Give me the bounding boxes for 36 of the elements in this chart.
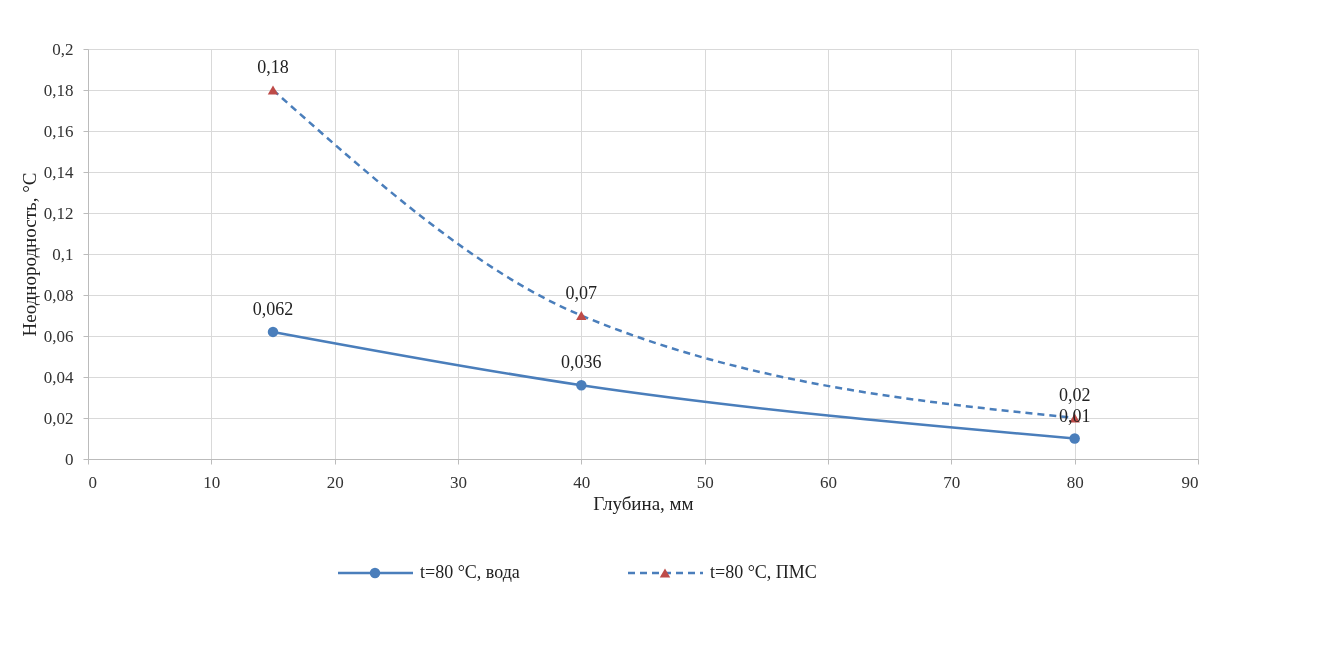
x-tick-label: 80 bbox=[1066, 472, 1084, 492]
x-tick-label: 40 bbox=[573, 472, 591, 492]
data-label: 0,01 bbox=[1058, 405, 1091, 426]
point bbox=[267, 326, 279, 338]
x-tick-label: 50 bbox=[696, 472, 714, 492]
x-tick-label: 20 bbox=[326, 472, 344, 492]
legend-label: t=80 °C, ПМС bbox=[710, 562, 817, 582]
x-tick-label: 70 bbox=[943, 472, 961, 492]
y-tick-label: 0,18 bbox=[43, 80, 74, 100]
data-label: 0,036 bbox=[561, 352, 602, 373]
point bbox=[576, 379, 587, 391]
y-tick-label: 0 bbox=[65, 449, 74, 469]
y-axis-title: Неоднородность, °C bbox=[18, 172, 40, 337]
y-tick-label: 0,1 bbox=[52, 244, 74, 264]
data-label: 0,02 bbox=[1058, 385, 1091, 405]
point bbox=[267, 85, 279, 95]
y-tick-label: 0,08 bbox=[43, 285, 74, 305]
x-tick-label: 90 bbox=[1181, 472, 1199, 492]
y-tick-label: 0,14 bbox=[43, 162, 74, 182]
y-tick-label: 0,04 bbox=[43, 367, 74, 387]
y-tick-label: 0,12 bbox=[43, 203, 74, 223]
data-label: 0,07 bbox=[565, 282, 598, 303]
x-axis-title: Глубина, мм bbox=[593, 492, 694, 514]
y-tick-label: 0,16 bbox=[43, 121, 74, 141]
point bbox=[1069, 433, 1080, 444]
y-tick-label: 0,2 bbox=[52, 39, 74, 59]
point bbox=[576, 310, 587, 321]
x-tick-label: 30 bbox=[450, 472, 467, 492]
x-tick-label: 60 bbox=[820, 472, 837, 492]
data-label: 0,062 bbox=[252, 298, 294, 319]
data-label: 0,18 bbox=[257, 57, 289, 77]
x-tick-label: 10 bbox=[203, 472, 221, 492]
x-tick-label: 0 bbox=[88, 472, 97, 492]
y-tick-label: 0,06 bbox=[43, 326, 74, 346]
y-tick-label: 0,02 bbox=[43, 408, 74, 428]
legend-label: t=80 °C, вода bbox=[420, 562, 520, 582]
